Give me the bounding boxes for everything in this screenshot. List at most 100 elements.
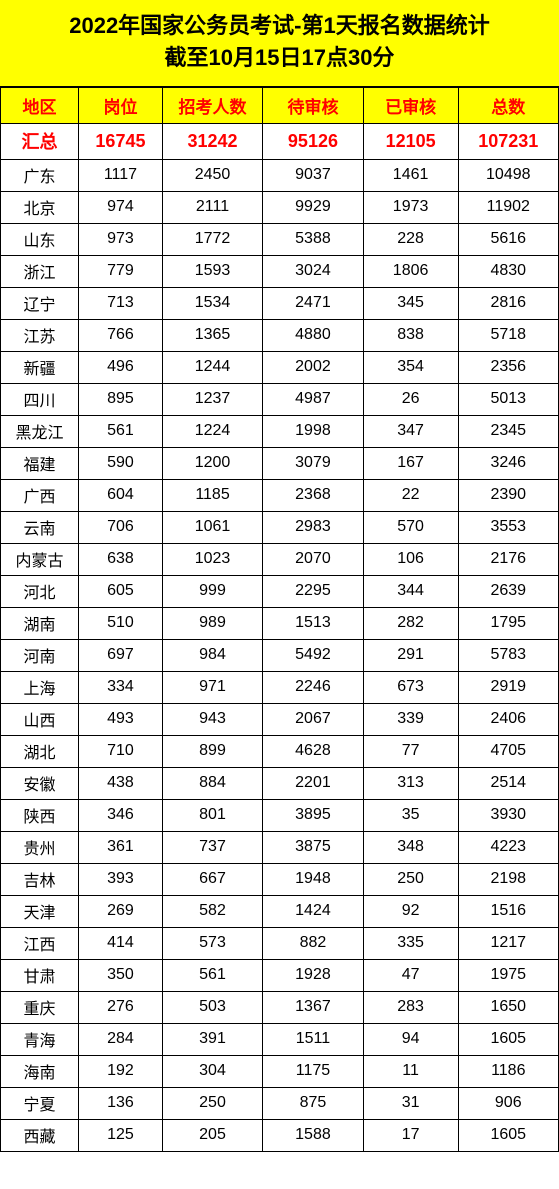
data-cell: 347 <box>363 415 458 447</box>
table-row: 浙江7791593302418064830 <box>1 255 559 287</box>
data-cell: 9929 <box>263 191 363 223</box>
data-cell: 106 <box>363 543 458 575</box>
data-cell: 496 <box>79 351 163 383</box>
table-row: 甘肃3505611928471975 <box>1 959 559 991</box>
data-cell: 1224 <box>162 415 262 447</box>
region-cell: 湖北 <box>1 735 79 767</box>
region-cell: 湖南 <box>1 607 79 639</box>
data-cell: 4987 <box>263 383 363 415</box>
table-row: 黑龙江561122419983472345 <box>1 415 559 447</box>
data-cell: 2816 <box>458 287 558 319</box>
region-cell: 广西 <box>1 479 79 511</box>
data-cell: 884 <box>162 767 262 799</box>
region-cell: 云南 <box>1 511 79 543</box>
data-cell: 22 <box>363 479 458 511</box>
data-cell: 1973 <box>363 191 458 223</box>
col-header: 岗位 <box>79 87 163 123</box>
data-cell: 3553 <box>458 511 558 543</box>
region-cell: 上海 <box>1 671 79 703</box>
data-cell: 92 <box>363 895 458 927</box>
data-cell: 1605 <box>458 1023 558 1055</box>
region-cell: 安徽 <box>1 767 79 799</box>
data-cell: 335 <box>363 927 458 959</box>
data-cell: 1650 <box>458 991 558 1023</box>
summary-cell: 12105 <box>363 123 458 159</box>
table-row: 内蒙古638102320701062176 <box>1 543 559 575</box>
table-row: 新疆496124420023542356 <box>1 351 559 383</box>
data-cell: 605 <box>79 575 163 607</box>
data-cell: 590 <box>79 447 163 479</box>
region-cell: 福建 <box>1 447 79 479</box>
data-cell: 1513 <box>263 607 363 639</box>
data-cell: 1998 <box>263 415 363 447</box>
data-cell: 4223 <box>458 831 558 863</box>
data-cell: 3079 <box>263 447 363 479</box>
region-cell: 北京 <box>1 191 79 223</box>
table-row: 安徽43888422013132514 <box>1 767 559 799</box>
data-cell: 1605 <box>458 1119 558 1151</box>
data-cell: 1928 <box>263 959 363 991</box>
data-cell: 1200 <box>162 447 262 479</box>
table-row: 陕西3468013895353930 <box>1 799 559 831</box>
data-cell: 1185 <box>162 479 262 511</box>
data-cell: 346 <box>79 799 163 831</box>
data-cell: 1365 <box>162 319 262 351</box>
data-cell: 228 <box>363 223 458 255</box>
summary-label: 汇总 <box>1 123 79 159</box>
region-cell: 山东 <box>1 223 79 255</box>
data-cell: 9037 <box>263 159 363 191</box>
table-row: 辽宁713153424713452816 <box>1 287 559 319</box>
data-cell: 77 <box>363 735 458 767</box>
data-cell: 2406 <box>458 703 558 735</box>
data-cell: 5718 <box>458 319 558 351</box>
data-cell: 350 <box>79 959 163 991</box>
data-cell: 906 <box>458 1087 558 1119</box>
table-row: 湖北7108994628774705 <box>1 735 559 767</box>
data-cell: 361 <box>79 831 163 863</box>
data-cell: 5492 <box>263 639 363 671</box>
region-cell: 河南 <box>1 639 79 671</box>
data-cell: 2201 <box>263 767 363 799</box>
data-cell: 1175 <box>263 1055 363 1087</box>
data-cell: 348 <box>363 831 458 863</box>
data-cell: 999 <box>162 575 262 607</box>
data-cell: 414 <box>79 927 163 959</box>
data-cell: 125 <box>79 1119 163 1151</box>
region-cell: 河北 <box>1 575 79 607</box>
data-cell: 2450 <box>162 159 262 191</box>
data-cell: 1593 <box>162 255 262 287</box>
data-cell: 1023 <box>162 543 262 575</box>
table-row: 广西60411852368222390 <box>1 479 559 511</box>
data-cell: 192 <box>79 1055 163 1087</box>
data-cell: 334 <box>79 671 163 703</box>
data-cell: 282 <box>363 607 458 639</box>
data-cell: 1117 <box>79 159 163 191</box>
data-cell: 345 <box>363 287 458 319</box>
data-cell: 283 <box>363 991 458 1023</box>
region-cell: 江苏 <box>1 319 79 351</box>
data-cell: 1061 <box>162 511 262 543</box>
data-cell: 737 <box>162 831 262 863</box>
data-cell: 1424 <box>263 895 363 927</box>
data-cell: 2345 <box>458 415 558 447</box>
data-cell: 493 <box>79 703 163 735</box>
data-cell: 3930 <box>458 799 558 831</box>
table-row: 上海33497122466732919 <box>1 671 559 703</box>
data-cell: 2176 <box>458 543 558 575</box>
region-cell: 海南 <box>1 1055 79 1087</box>
data-cell: 1511 <box>263 1023 363 1055</box>
table-row: 西藏1252051588171605 <box>1 1119 559 1151</box>
data-cell: 838 <box>363 319 458 351</box>
table-row: 海南1923041175111186 <box>1 1055 559 1087</box>
data-cell: 31 <box>363 1087 458 1119</box>
data-cell: 2919 <box>458 671 558 703</box>
table-header-row: 地区 岗位 招考人数 待审核 已审核 总数 <box>1 87 559 123</box>
data-cell: 4880 <box>263 319 363 351</box>
data-cell: 1461 <box>363 159 458 191</box>
data-cell: 2356 <box>458 351 558 383</box>
data-cell: 1186 <box>458 1055 558 1087</box>
table-row: 江西4145738823351217 <box>1 927 559 959</box>
data-cell: 779 <box>79 255 163 287</box>
table-row: 山西49394320673392406 <box>1 703 559 735</box>
data-cell: 766 <box>79 319 163 351</box>
